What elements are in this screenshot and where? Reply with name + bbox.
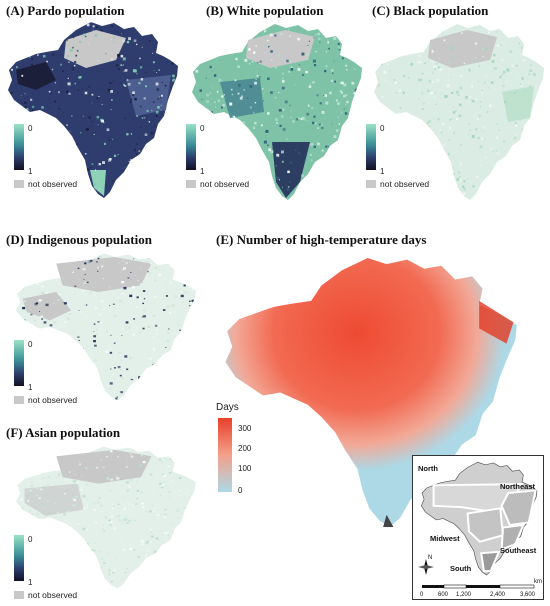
panel-title-black: (C) Black population: [372, 3, 489, 18]
panel-title-indigenous: (D) Indigenous population: [6, 232, 152, 247]
map-asian: [16, 446, 196, 589]
mid-area: [126, 75, 171, 116]
legend-na-swatch: [14, 396, 24, 404]
legend-colorbar: [14, 340, 24, 386]
region-label-north: North: [418, 464, 438, 473]
legend-colorbar: [186, 124, 196, 170]
legend-days-title: Days: [216, 402, 239, 413]
legend-bottom-label: 1: [28, 167, 33, 176]
legend-days-tick: 200: [238, 444, 252, 453]
panel-title-white: (B) White population: [206, 3, 324, 18]
panel-title-asian: (F) Asian population: [6, 425, 121, 440]
region-inset: North Northeast Midwest Southeast South …: [412, 455, 544, 600]
legend-pardo: 0 1 not observed: [14, 124, 77, 189]
legend-indigenous: 0 1 not observed: [14, 340, 77, 405]
legend-colorbar: [366, 124, 376, 170]
legend-bottom-label: 1: [380, 167, 385, 176]
legend-na-swatch: [14, 180, 24, 188]
scale-tick: 0: [420, 592, 424, 598]
inset-region-southeast: [500, 523, 525, 551]
dark-area: [272, 142, 310, 198]
legend-bottom-label: 1: [28, 578, 33, 587]
scale-tick: 2,400: [490, 592, 506, 598]
legend-asian: 0 1 not observed: [14, 535, 77, 600]
inset-region-midwest: [466, 507, 505, 543]
hot-coast-area: [479, 300, 514, 344]
inset-region-south: [480, 550, 501, 573]
legend-na-swatch: [366, 180, 376, 188]
mid-area: [502, 86, 534, 122]
map-white: [192, 24, 362, 200]
region-label-northeast: Northeast: [500, 482, 536, 491]
panel-title-pardo: (A) Pardo population: [6, 3, 125, 18]
scale-tick: 600: [438, 592, 449, 598]
not-observed-area: [24, 483, 84, 516]
legend-days-tick: 0: [238, 486, 243, 495]
map-pardo: [8, 22, 178, 198]
scale-tick: 1,200: [456, 592, 472, 598]
map-black: [374, 24, 544, 200]
not-observed-area: [64, 30, 126, 68]
legend-bottom-label: 1: [200, 167, 205, 176]
legend-na-swatch: [14, 591, 24, 599]
legend-white: 0 1 not observed: [186, 124, 249, 189]
region-label-midwest: Midwest: [430, 534, 460, 543]
legend-days-colorbar: [218, 418, 232, 492]
legend-na-label: not observed: [200, 179, 249, 189]
legend-colorbar: [14, 124, 24, 170]
region-label-southeast: Southeast: [500, 546, 537, 555]
legend-na-label: not observed: [28, 590, 77, 600]
legend-top-label: 0: [28, 124, 33, 133]
legend-days-tick: 100: [238, 464, 252, 473]
legend-days-tick: 300: [238, 424, 252, 433]
scale-bar: 0 600 1,200 2,400 3,600 km: [420, 579, 542, 598]
legend-top-label: 0: [380, 124, 385, 133]
dark-tip: [383, 514, 394, 527]
legend-na-swatch: [186, 180, 196, 188]
legend-na-label: not observed: [380, 179, 429, 189]
region-label-south: South: [450, 564, 472, 573]
legend-bottom-label: 1: [28, 383, 33, 392]
compass-label: N: [428, 555, 432, 561]
light-area: [90, 170, 106, 196]
legend-top-label: 0: [200, 124, 205, 133]
inset-region-northeast: [500, 489, 537, 527]
legend-top-label: 0: [28, 535, 33, 544]
legend-top-label: 0: [28, 340, 33, 349]
map-temperature: [225, 258, 517, 527]
legend-black: 0 1 not observed: [366, 124, 429, 189]
map-indigenous: [16, 253, 196, 401]
panel-title-temperature: (E) Number of high-temperature days: [216, 232, 427, 247]
not-observed-area: [56, 257, 152, 292]
scale-unit: km: [534, 579, 542, 585]
legend-colorbar: [14, 535, 24, 581]
legend-na-label: not observed: [28, 179, 77, 189]
scale-tick: 3,600: [520, 592, 536, 598]
legend-days: Days 300 200 100 0: [216, 402, 252, 495]
compass-icon: N: [418, 555, 434, 575]
legend-na-label: not observed: [28, 395, 77, 405]
